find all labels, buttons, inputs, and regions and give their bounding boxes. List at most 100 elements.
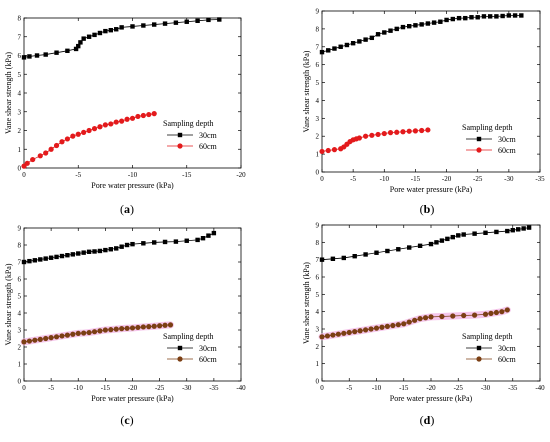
y-tick-label: 6 bbox=[316, 61, 320, 69]
data-point bbox=[97, 248, 103, 254]
y-tick-label: 4 bbox=[316, 97, 320, 105]
data-point bbox=[102, 122, 108, 128]
legend-label: 30cm bbox=[498, 344, 517, 353]
panel-caption-close: ) bbox=[130, 202, 134, 216]
data-point bbox=[113, 326, 119, 332]
y-tick-label: 5 bbox=[316, 291, 320, 299]
y-tick-label: 0 bbox=[316, 169, 320, 177]
series-line bbox=[23, 324, 171, 343]
y-tick-label: 3 bbox=[18, 108, 22, 116]
legend-label: 60cm bbox=[199, 355, 218, 364]
data-point bbox=[384, 323, 390, 329]
panel-caption-letter: a bbox=[124, 202, 130, 216]
y-axis-title: Vane shear strength (kPa) bbox=[302, 50, 311, 132]
data-point bbox=[412, 317, 418, 323]
x-tick-label: -5 bbox=[48, 384, 54, 392]
data-point bbox=[419, 127, 425, 134]
y-tick-label: 9 bbox=[18, 225, 22, 233]
data-point bbox=[73, 46, 79, 52]
data-point bbox=[59, 253, 65, 259]
y-tick-label: 1 bbox=[18, 146, 22, 154]
plot-frame bbox=[321, 10, 541, 173]
data-point bbox=[412, 128, 419, 134]
data-point bbox=[129, 115, 136, 121]
data-point bbox=[81, 330, 87, 336]
data-point bbox=[86, 249, 92, 254]
data-point bbox=[43, 52, 48, 57]
data-point bbox=[211, 230, 217, 236]
data-point bbox=[456, 233, 461, 238]
data-point bbox=[363, 327, 369, 333]
data-point bbox=[341, 330, 347, 336]
data-point bbox=[70, 133, 76, 139]
series-30cm bbox=[319, 13, 524, 55]
data-point bbox=[407, 245, 412, 250]
data-point bbox=[81, 36, 86, 41]
legend-title: Sampling depth bbox=[163, 119, 213, 128]
data-point bbox=[350, 41, 356, 46]
x-tick-label: 0 bbox=[320, 384, 324, 392]
chart-panel-a: 0 -5 -10 -15 -20 0 1 2 3 4 5 6 7 8 Pore water pressure… bbox=[4, 15, 246, 217]
data-point bbox=[124, 325, 130, 331]
data-point bbox=[428, 241, 434, 247]
series-60cm bbox=[318, 306, 511, 341]
series-line bbox=[321, 15, 522, 53]
data-point bbox=[450, 313, 456, 319]
y-tick-label: 0 bbox=[316, 378, 320, 386]
data-point bbox=[119, 326, 125, 332]
data-point bbox=[487, 14, 493, 19]
data-point bbox=[86, 329, 92, 336]
y-tick-label: 2 bbox=[18, 344, 22, 352]
data-point bbox=[406, 319, 412, 325]
data-point bbox=[130, 24, 135, 29]
data-point bbox=[434, 240, 439, 245]
x-axis-title: Pore water pressure (kPa) bbox=[390, 185, 473, 194]
y-tick-label: 8 bbox=[18, 15, 22, 23]
legend-title: Sampling depth bbox=[462, 332, 512, 341]
data-point bbox=[388, 28, 393, 33]
data-point bbox=[21, 339, 27, 345]
x-tick-label: 0 bbox=[320, 175, 324, 183]
data-point bbox=[395, 322, 401, 328]
data-point bbox=[114, 27, 119, 32]
y-tick-label: 7 bbox=[316, 43, 320, 51]
x-tick-label: -25 bbox=[473, 175, 483, 183]
y-tick-label: 1 bbox=[18, 361, 22, 369]
y-tick-label: 4 bbox=[316, 308, 320, 316]
series-line bbox=[23, 113, 155, 167]
data-point bbox=[439, 313, 445, 320]
legend-label: 30cm bbox=[199, 131, 218, 140]
data-point bbox=[53, 334, 60, 340]
data-point bbox=[30, 156, 36, 163]
data-point bbox=[375, 32, 381, 37]
legend-marker bbox=[476, 136, 482, 142]
data-point bbox=[506, 13, 512, 18]
data-point bbox=[48, 146, 54, 152]
data-point bbox=[319, 257, 325, 262]
data-point bbox=[152, 22, 157, 27]
data-point bbox=[21, 259, 27, 265]
data-point bbox=[108, 327, 114, 333]
x-tick-label: -5 bbox=[350, 175, 356, 183]
legend-marker bbox=[476, 147, 482, 153]
data-point bbox=[332, 46, 337, 51]
y-tick-label: 5 bbox=[18, 293, 22, 301]
data-point bbox=[516, 227, 521, 232]
data-point bbox=[108, 247, 113, 252]
y-tick-label: 1 bbox=[316, 360, 320, 368]
y-axis-title: Vane shear strength (kPa) bbox=[4, 263, 13, 345]
data-point bbox=[43, 256, 48, 261]
chart-panel-d: 0 -5 -10 -15 -20 -25 -30 -35 -40 0 1 2 3 4 5 6 7 8 9 Pore w… bbox=[302, 222, 545, 428]
series-line bbox=[321, 129, 428, 152]
legend-marker bbox=[476, 345, 482, 351]
data-point bbox=[217, 17, 222, 22]
data-point bbox=[91, 329, 98, 335]
data-point bbox=[444, 17, 449, 23]
data-point bbox=[419, 22, 424, 27]
data-point bbox=[76, 43, 81, 49]
data-point bbox=[481, 14, 487, 19]
x-tick-label: -20 bbox=[128, 384, 138, 392]
series-30cm bbox=[319, 225, 532, 262]
data-point bbox=[494, 229, 499, 235]
data-point bbox=[319, 334, 325, 340]
